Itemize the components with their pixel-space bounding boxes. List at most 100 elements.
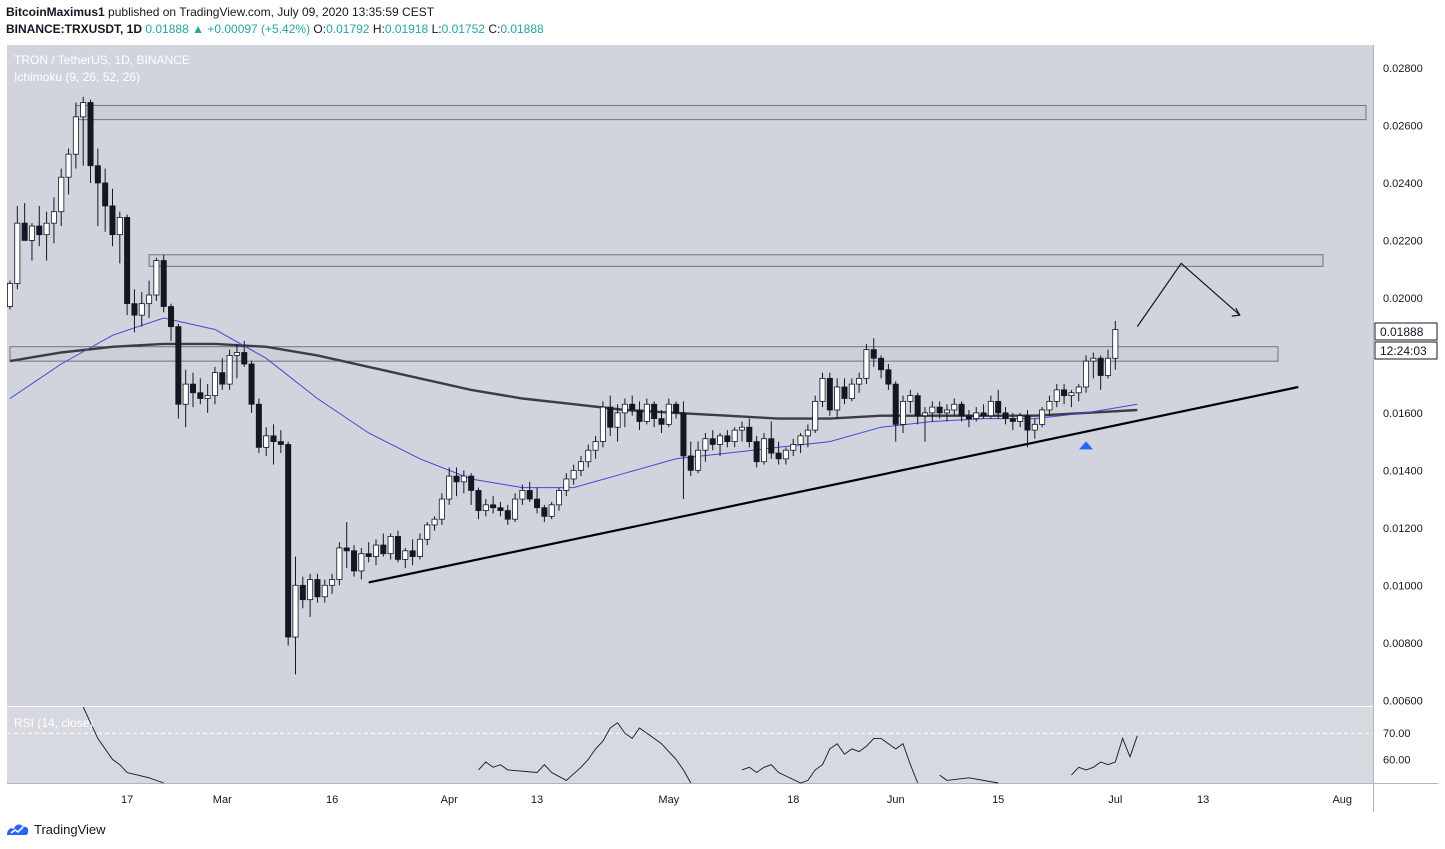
rsi-line[interactable]	[939, 774, 999, 784]
candle[interactable]	[453, 467, 460, 497]
candle[interactable]	[270, 424, 277, 465]
candle[interactable]	[189, 372, 196, 408]
candle[interactable]	[782, 447, 789, 465]
candle[interactable]	[343, 522, 350, 569]
candle[interactable]	[717, 432, 724, 456]
candle[interactable]	[892, 381, 899, 442]
price-pane[interactable]	[7, 45, 1373, 706]
candle[interactable]	[241, 341, 248, 367]
candle[interactable]	[512, 493, 519, 523]
candle[interactable]	[263, 427, 270, 456]
candle[interactable]	[739, 421, 746, 442]
candle[interactable]	[116, 211, 123, 264]
candle[interactable]	[775, 441, 782, 465]
candle[interactable]	[204, 384, 211, 413]
candle[interactable]	[314, 573, 321, 603]
candle[interactable]	[197, 378, 204, 405]
candle[interactable]	[556, 487, 563, 511]
candle[interactable]	[790, 438, 797, 456]
candle[interactable]	[1024, 409, 1031, 448]
candle[interactable]	[570, 464, 577, 485]
candle[interactable]	[109, 188, 116, 247]
ma-slow-line[interactable]	[9, 342, 1138, 420]
resistance-zone[interactable]	[75, 104, 1367, 121]
candle[interactable]	[819, 372, 826, 408]
candle[interactable]	[65, 148, 72, 195]
candle[interactable]	[922, 407, 929, 442]
candle[interactable]	[292, 556, 299, 675]
candle[interactable]	[424, 522, 431, 546]
candle[interactable]	[1112, 320, 1119, 370]
rsi-line[interactable]	[1071, 735, 1138, 776]
up-arrow-marker-icon[interactable]	[1079, 441, 1094, 450]
candle[interactable]	[233, 343, 240, 379]
candle[interactable]	[80, 96, 87, 166]
candle[interactable]	[21, 203, 28, 241]
candle[interactable]	[58, 168, 65, 227]
candle[interactable]	[124, 214, 131, 316]
candle[interactable]	[446, 467, 453, 505]
candle[interactable]	[1053, 384, 1060, 408]
candle[interactable]	[695, 441, 702, 474]
candle[interactable]	[380, 533, 387, 557]
candle[interactable]	[168, 303, 175, 342]
candle[interactable]	[1061, 384, 1068, 405]
candle[interactable]	[146, 280, 153, 319]
candle[interactable]	[987, 395, 994, 419]
candle[interactable]	[175, 323, 182, 419]
candle[interactable]	[160, 254, 167, 313]
candle[interactable]	[490, 496, 497, 514]
candle[interactable]	[724, 430, 731, 448]
rsi-line[interactable]	[82, 706, 164, 784]
candle[interactable]	[182, 369, 189, 428]
candle[interactable]	[43, 211, 50, 261]
candle[interactable]	[102, 168, 109, 232]
candle[interactable]	[497, 501, 504, 517]
candle[interactable]	[548, 501, 555, 520]
candle[interactable]	[28, 223, 35, 261]
candle[interactable]	[226, 349, 233, 390]
candle[interactable]	[900, 395, 907, 433]
candle[interactable]	[394, 530, 401, 563]
price-axis[interactable]	[1373, 45, 1438, 783]
candle[interactable]	[804, 424, 811, 448]
candle[interactable]	[1083, 355, 1090, 393]
candle[interactable]	[607, 395, 614, 436]
candle[interactable]	[673, 401, 680, 419]
candle[interactable]	[14, 205, 21, 290]
candle[interactable]	[863, 343, 870, 385]
candle[interactable]	[834, 378, 841, 419]
candle[interactable]	[680, 401, 687, 500]
ma-fast-line[interactable]	[9, 317, 1138, 489]
candle[interactable]	[336, 542, 343, 586]
candle[interactable]	[416, 533, 423, 560]
resistance-zone[interactable]	[148, 254, 1324, 267]
candle[interactable]	[943, 404, 950, 422]
candle[interactable]	[307, 573, 314, 617]
candle[interactable]	[138, 292, 145, 327]
time-axis[interactable]	[7, 783, 1373, 812]
candle[interactable]	[460, 470, 467, 494]
candle[interactable]	[1068, 389, 1075, 408]
footer-brand[interactable]: TradingView	[34, 821, 106, 837]
candle[interactable]	[687, 441, 694, 477]
candle[interactable]	[753, 435, 760, 468]
candle[interactable]	[94, 148, 101, 227]
candle[interactable]	[599, 401, 606, 448]
candle[interactable]	[651, 401, 658, 428]
candle[interactable]	[629, 395, 636, 416]
candle[interactable]	[7, 280, 13, 310]
candle[interactable]	[958, 401, 965, 422]
candle[interactable]	[826, 372, 833, 416]
candle[interactable]	[585, 444, 592, 468]
candle[interactable]	[365, 542, 372, 563]
candle[interactable]	[409, 539, 416, 566]
candle[interactable]	[709, 430, 716, 451]
candle[interactable]	[731, 427, 738, 448]
candle[interactable]	[1039, 407, 1046, 428]
candle[interactable]	[643, 398, 650, 425]
candle[interactable]	[50, 197, 57, 244]
candle[interactable]	[36, 205, 43, 247]
candle[interactable]	[541, 504, 548, 523]
candle[interactable]	[219, 358, 226, 390]
